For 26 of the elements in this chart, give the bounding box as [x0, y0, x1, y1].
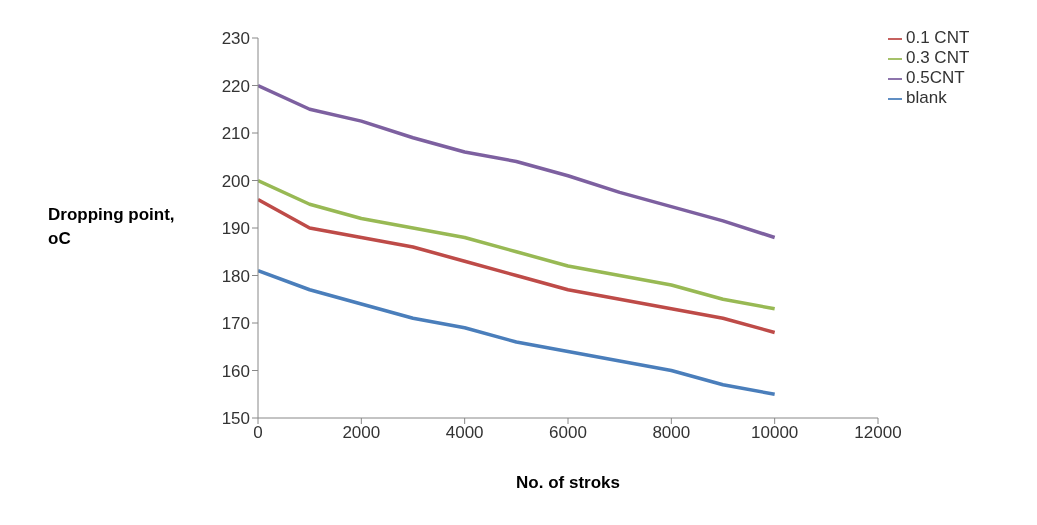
- y-tick-label: 210: [221, 124, 250, 144]
- legend-label: 0.1 CNT: [906, 28, 970, 47]
- y-tick-label: 230: [221, 29, 250, 49]
- line-series: [258, 269, 777, 396]
- y-tick-label: 190: [221, 219, 250, 239]
- x-tick-label: 4000: [445, 423, 484, 443]
- x-tick-label: 8000: [652, 423, 691, 443]
- x-tick-label: 2000: [342, 423, 381, 443]
- y-tick-label: 160: [221, 361, 250, 381]
- line-series: [258, 178, 777, 311]
- y-tick-label: 170: [221, 314, 250, 334]
- y-tick-label: 200: [221, 171, 250, 191]
- line-series: [258, 197, 777, 335]
- y-tick-label: 150: [221, 409, 250, 429]
- x-tick-label: 6000: [549, 423, 587, 443]
- x-tick-label: 10000: [751, 423, 799, 443]
- legend-label: blank: [906, 88, 947, 107]
- x-tick-label: 0: [253, 423, 263, 443]
- legend-label: 0.5CNT: [906, 68, 965, 87]
- legend-label: 0.3 CNT: [906, 48, 970, 67]
- y-axis-title: Dropping point, oC: [48, 204, 176, 250]
- line-series: [258, 83, 777, 240]
- x-axis-title: No. of stroks: [516, 473, 620, 492]
- y-tick-label: 180: [221, 266, 250, 286]
- y-tick-label: 220: [221, 76, 250, 96]
- x-tick-label: 12000: [854, 423, 902, 443]
